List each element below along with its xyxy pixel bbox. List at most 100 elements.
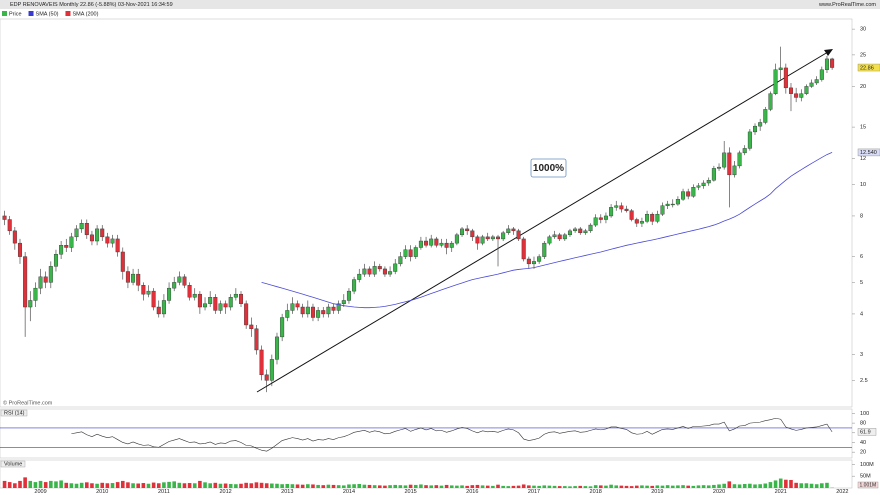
volume-bar — [557, 486, 562, 488]
candle-body — [336, 303, 341, 311]
volume-bar — [573, 486, 577, 488]
candle-body — [59, 245, 64, 255]
y-tick-label: 3 — [860, 352, 863, 358]
candle-body — [177, 276, 182, 283]
rsi-tick-label: 40 — [860, 440, 866, 446]
volume-bar — [146, 483, 151, 488]
candle-body — [552, 234, 557, 238]
volume-bar — [141, 483, 146, 488]
candle-body — [156, 306, 161, 315]
volume-bar — [182, 483, 187, 488]
candle-body — [393, 263, 398, 272]
candle-body — [182, 276, 187, 286]
volume-bar — [706, 485, 711, 488]
x-tick-label: 2020 — [713, 489, 725, 495]
candle-body — [701, 182, 706, 187]
volume-bar — [23, 477, 27, 488]
candle-body — [357, 273, 362, 280]
candle-body — [223, 303, 228, 308]
volume-bar — [413, 484, 418, 488]
candle-body — [290, 303, 295, 311]
volume-bar — [429, 485, 433, 488]
volume-bar — [820, 483, 824, 488]
candle-body — [629, 210, 634, 220]
x-tick-label: 2019 — [651, 489, 663, 495]
candle-body — [655, 213, 660, 222]
candle-body — [665, 203, 670, 206]
volume-bar — [578, 485, 583, 488]
candle-body — [69, 236, 74, 248]
candle-body — [578, 228, 583, 234]
volume-bar — [588, 486, 593, 488]
x-tick-label: 2011 — [158, 489, 170, 495]
trend-line — [256, 51, 829, 393]
candle-body — [161, 300, 166, 315]
volume-bar — [568, 486, 572, 488]
y-tick-label: 20 — [860, 84, 866, 90]
volume-bar — [187, 483, 192, 488]
volume-bar — [717, 484, 721, 488]
candle-body — [239, 293, 244, 304]
volume-bar — [722, 483, 726, 488]
candle-body — [603, 215, 608, 220]
candle-body — [372, 266, 377, 275]
volume-bar — [393, 484, 398, 488]
candle-body — [244, 303, 249, 326]
candle-body — [439, 242, 444, 246]
volume-bar — [804, 483, 809, 488]
volume-bar — [506, 486, 511, 488]
candle-body — [537, 256, 542, 262]
volume-bar — [434, 485, 439, 488]
candle-body — [146, 290, 151, 295]
candle-body — [408, 249, 413, 257]
candle-body — [634, 219, 639, 224]
candle-body — [783, 67, 788, 89]
sma-line — [261, 152, 833, 309]
volume-label-box — [0, 460, 26, 468]
candle-body — [686, 191, 691, 197]
candle-body — [192, 293, 197, 298]
volume-bar — [316, 484, 320, 488]
candle-body — [763, 109, 768, 123]
candle-body — [33, 287, 38, 301]
volume-bar — [609, 484, 613, 488]
volume-bar — [264, 483, 269, 488]
candle-body — [105, 236, 110, 244]
last-price: 22.86 — [860, 65, 874, 71]
volume-bar — [218, 483, 223, 488]
volume-bar — [377, 485, 382, 488]
volume-bar — [203, 482, 207, 488]
y-tick-label: 8 — [860, 213, 863, 219]
volume-bar — [686, 485, 690, 488]
legend-swatch — [2, 11, 7, 16]
candle-body — [624, 208, 629, 211]
volume-bar — [599, 485, 603, 488]
volume-bar — [115, 482, 120, 488]
candle-body — [768, 93, 773, 110]
candle-body — [269, 359, 274, 381]
candle-body — [424, 240, 429, 246]
candle-body — [136, 273, 141, 286]
candle-body — [115, 238, 120, 253]
volume-bar — [306, 484, 310, 488]
volume-bar — [198, 480, 202, 488]
volume-bar — [95, 483, 99, 488]
candle-body — [413, 247, 418, 257]
volume-bar — [814, 484, 819, 488]
candle-body — [681, 191, 686, 200]
candle-body — [670, 203, 675, 206]
volume-bar — [347, 484, 351, 488]
last-rsi: 61.9 — [860, 430, 871, 436]
candle-body — [249, 324, 254, 330]
rsi-tick-label: 80 — [860, 421, 866, 427]
candle-body — [732, 165, 737, 176]
candle-body — [382, 268, 387, 275]
candle-body — [830, 58, 835, 68]
candle-body — [588, 224, 593, 232]
volume-bar — [465, 485, 469, 488]
volume-bar — [372, 485, 377, 488]
volume-bar — [789, 479, 793, 488]
candle-body — [434, 238, 439, 246]
y-tick-label: 4 — [860, 311, 863, 317]
candle-body — [310, 306, 315, 318]
